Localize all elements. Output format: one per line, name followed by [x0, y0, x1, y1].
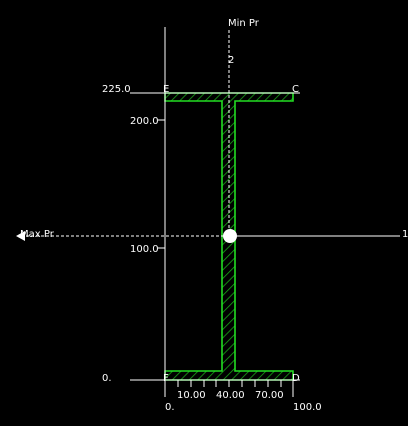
axis-1-label: 1 — [402, 229, 408, 240]
x-tick-label-70: 70.00 — [255, 390, 284, 401]
corner-label-bottom-right: D — [292, 373, 300, 384]
max-principal-label: Max Pr — [20, 229, 55, 240]
corner-label-bottom-left: F — [163, 373, 169, 384]
reference-axes — [130, 27, 300, 395]
y-tick-label-0: 0. — [102, 373, 112, 384]
principal-axes — [26, 30, 230, 237]
y-tick-label-200: 200.0 — [130, 116, 159, 127]
x-tick-label-100: 100.0 — [293, 402, 322, 413]
corner-label-top-left: E — [163, 84, 169, 95]
centroid-marker — [223, 229, 237, 243]
y-tick-label-225: 225.0 — [102, 84, 131, 95]
axis-2-label: 2 — [228, 55, 234, 66]
corner-label-top-right: C — [292, 84, 299, 95]
y-tick-marks — [158, 119, 165, 381]
x-tick-label-0: 0. — [165, 402, 175, 413]
y-tick-label-100: 100.0 — [130, 244, 159, 255]
x-tick-label-40: 40.00 — [216, 390, 245, 401]
x-tick-marks — [164, 380, 294, 397]
min-principal-label: Min Pr — [228, 18, 260, 29]
x-tick-label-10: 10.00 — [177, 390, 206, 401]
max-principal-arrow-icon — [16, 231, 25, 241]
